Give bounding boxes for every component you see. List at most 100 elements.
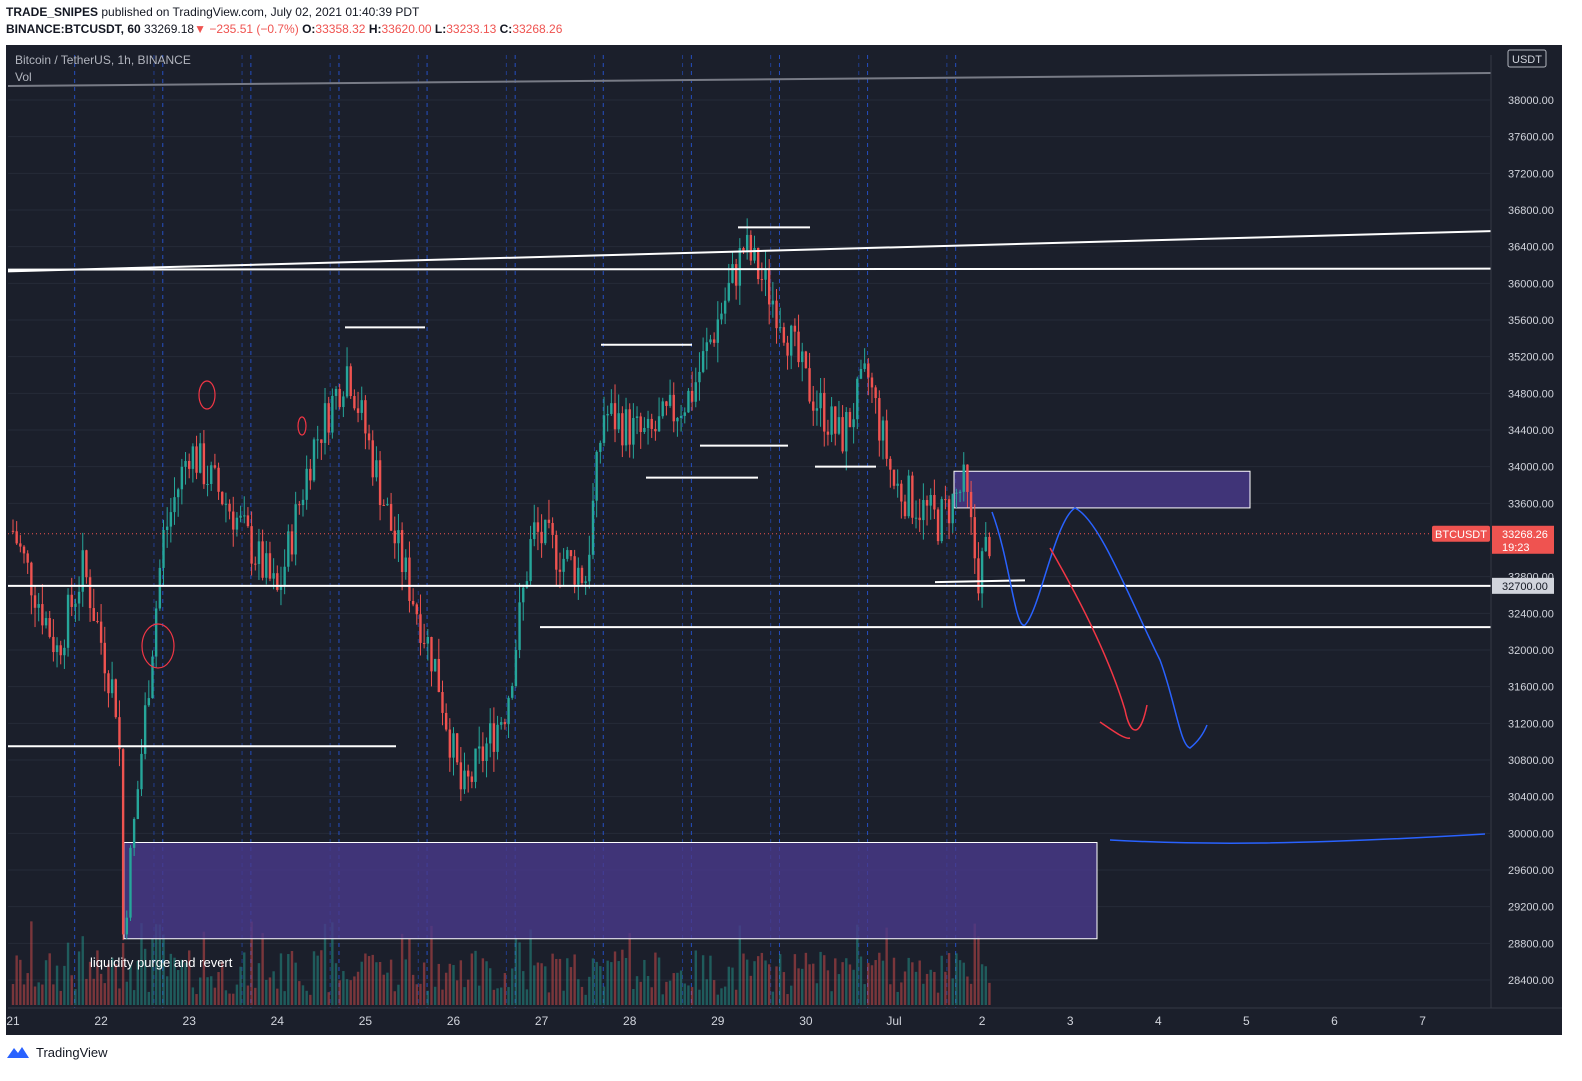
volume-bar <box>110 957 114 1005</box>
x-tick-label: 27 <box>535 1014 549 1028</box>
volume-bar <box>411 974 415 1005</box>
supply-demand-zone[interactable] <box>953 470 1251 509</box>
horizontal-level-line[interactable] <box>7 230 1492 273</box>
level-badge[interactable] <box>1492 577 1554 594</box>
volume-bar <box>500 987 503 1005</box>
volume-bar <box>85 978 88 1005</box>
price-badge[interactable] <box>1492 525 1554 554</box>
volume-bar <box>140 923 143 1005</box>
volume-bar <box>775 966 778 1005</box>
volume-bar <box>55 965 59 1005</box>
candle-body <box>595 451 598 501</box>
candle-body <box>430 637 433 672</box>
candle-body <box>654 428 657 432</box>
publisher-name[interactable]: TRADE_SNIPES <box>6 5 99 19</box>
candle-body <box>422 642 426 644</box>
volume-bar <box>191 987 195 1005</box>
projection-path-red[interactable] <box>1049 547 1148 739</box>
horizontal-level-line[interactable] <box>934 579 1026 584</box>
candle-body <box>151 656 154 699</box>
y-tick-label: 28400.00 <box>1508 975 1554 987</box>
legend-volume[interactable]: Vol <box>15 70 32 84</box>
candle-body <box>389 504 393 531</box>
candle-body <box>738 248 742 286</box>
volume-bar <box>202 931 206 1005</box>
target-line-blue[interactable] <box>1109 833 1486 844</box>
volume-bar <box>881 960 885 1005</box>
tradingview-logo-icon[interactable] <box>6 1045 30 1059</box>
volume-bar <box>11 984 15 1005</box>
volume-bar <box>837 974 841 1005</box>
candle-body <box>221 491 224 505</box>
level-badge-text: 32700.00 <box>1502 581 1548 593</box>
candle-body <box>804 351 808 369</box>
trend-line[interactable] <box>7 72 1492 87</box>
candle-body <box>907 475 910 517</box>
supply-demand-zone[interactable] <box>123 842 1098 940</box>
volume-bar <box>327 992 330 1005</box>
volume-bar <box>353 976 356 1005</box>
candle-body <box>790 325 793 356</box>
volume-bar <box>279 953 283 1005</box>
y-tick-label: 30400.00 <box>1508 792 1554 804</box>
volume-bar <box>312 951 316 1005</box>
candle-body <box>599 442 602 452</box>
candle-body <box>397 530 400 544</box>
volume-bar <box>294 962 297 1005</box>
volume-bar <box>555 958 558 1005</box>
volume-bar <box>176 970 180 1005</box>
circle-annotation[interactable] <box>141 623 175 669</box>
candle-body <box>202 443 206 485</box>
candle-body <box>466 770 470 777</box>
candle-body <box>514 649 518 686</box>
currency-label[interactable]: USDT <box>1507 49 1547 68</box>
volume-bar <box>977 936 980 1005</box>
candle-body <box>441 692 444 713</box>
candle-body <box>250 526 253 564</box>
candle-body <box>657 416 661 432</box>
symbol-badge[interactable] <box>1432 525 1490 542</box>
circle-annotation[interactable] <box>198 380 216 410</box>
candle-body <box>782 327 786 343</box>
volume-bar <box>947 953 951 1005</box>
candle-body <box>756 247 760 280</box>
volume-bar <box>360 961 363 1005</box>
volume-bar <box>444 972 448 1005</box>
volume-bar <box>790 985 793 1005</box>
volume-bar <box>867 962 870 1005</box>
candle-body <box>305 468 308 500</box>
candle-body <box>210 465 213 484</box>
candle-body <box>48 618 51 637</box>
x-tick-label: 3 <box>1067 1014 1074 1028</box>
circle-annotation[interactable] <box>297 416 307 436</box>
candle-body <box>213 465 217 468</box>
candle-body <box>573 556 576 585</box>
volume-bar <box>914 971 918 1005</box>
legend-title[interactable]: Bitcoin / TetherUS, 1h, BINANCE <box>15 53 191 67</box>
volume-bar <box>804 952 808 1005</box>
volume-bar <box>944 971 947 1005</box>
candle-body <box>371 440 374 478</box>
projection-path-blue[interactable] <box>991 507 1208 749</box>
candle-body <box>679 415 683 418</box>
volume-bar <box>77 951 81 1005</box>
horizontal-level-line[interactable] <box>7 267 1492 271</box>
volume-bar <box>265 979 268 1005</box>
x-tick-label: 23 <box>183 1014 197 1028</box>
candle-body <box>709 339 712 343</box>
candle-body <box>522 587 525 603</box>
volume-bar <box>514 937 518 1005</box>
candle-body <box>437 658 441 693</box>
volume-bar <box>679 970 683 1005</box>
candle-body <box>566 550 569 559</box>
footer-brand[interactable]: TradingView <box>36 1044 108 1060</box>
low-value: 33233.13 <box>446 22 497 36</box>
y-tick-label: 34800.00 <box>1508 388 1554 400</box>
volume-bar <box>650 987 653 1005</box>
volume-bar <box>621 949 624 1005</box>
candle-body <box>158 567 162 609</box>
volume-bar <box>345 979 349 1005</box>
